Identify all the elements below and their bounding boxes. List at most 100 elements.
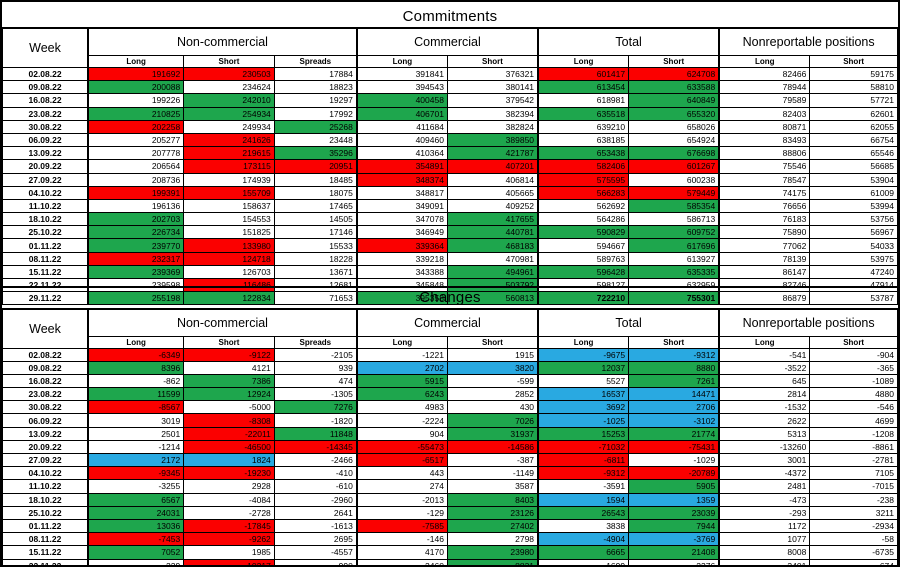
value-cell: 5915 <box>355 373 448 389</box>
week-cell: 15.11.22 <box>2 545 89 560</box>
table-row: 25.10.22 226734 151825 17146 346949 440781 590… <box>2 225 898 240</box>
value-cell: 2706 <box>628 400 720 415</box>
table-row: 13.09.22 2501 -22011 11848 904 31937 15253 2177… <box>2 426 898 441</box>
table-row: 04.10.22 199391 155709 18075 348817 405665 566… <box>2 185 898 200</box>
value-cell: 346949 <box>355 225 448 240</box>
value-cell: 632959 <box>628 277 720 293</box>
week-cell: 02.08.22 <box>2 66 89 82</box>
value-cell: 241626 <box>183 132 275 148</box>
value-cell: 47240 <box>809 264 898 280</box>
value-cell: 3692 <box>537 400 630 415</box>
column-header: Short <box>809 335 898 349</box>
value-cell: 88806 <box>718 146 811 161</box>
column-header: Spreads <box>273 55 358 68</box>
value-cell: 83493 <box>718 132 811 148</box>
table-row: 23.08.22 11599 12924 -1305 6243 2852 16537 1447… <box>2 387 898 402</box>
value-cell: 639210 <box>537 119 630 134</box>
value-cell: 17465 <box>273 198 358 214</box>
value-cell: 5905 <box>628 479 720 494</box>
value-cell: 594667 <box>537 238 630 253</box>
value-cell: -10217 <box>183 558 275 565</box>
value-cell: 1172 <box>718 518 811 534</box>
value-cell: 564286 <box>537 212 630 227</box>
value-cell: 57721 <box>809 93 898 108</box>
value-cell: -3591 <box>537 479 630 494</box>
week-cell: 18.10.22 <box>2 492 89 507</box>
value-cell: -4904 <box>537 532 630 547</box>
table-row: 01.11.22 239770 133980 15533 339364 468183 594… <box>2 238 898 253</box>
value-cell: 349091 <box>355 198 448 214</box>
value-cell: 1699 <box>537 558 630 565</box>
value-cell: 27402 <box>446 518 539 534</box>
changes-table: Week Non-commercial Commercial Total Nonrepo… <box>2 308 898 565</box>
value-cell: 23126 <box>446 505 539 520</box>
value-cell: 234624 <box>183 80 275 95</box>
week-cell: 02.08.22 <box>2 347 89 362</box>
table-row: 09.08.22 200088 234624 18823 394543 380141 613… <box>2 80 898 95</box>
value-cell: 155709 <box>183 185 275 200</box>
value-cell: 18075 <box>273 185 358 200</box>
value-cell: -1025 <box>537 413 630 428</box>
value-cell: -19230 <box>183 466 275 481</box>
value-cell: 635518 <box>537 106 630 121</box>
week-cell: 25.10.22 <box>2 505 89 520</box>
value-cell: 406701 <box>355 106 448 121</box>
value-cell: 653438 <box>537 146 630 161</box>
value-cell: 21774 <box>628 426 720 441</box>
week-cell: 11.10.22 <box>2 198 89 214</box>
week-cell: 25.10.22 <box>2 225 89 240</box>
value-cell: -2781 <box>809 452 898 468</box>
value-cell: 645 <box>718 373 811 389</box>
value-cell: 2814 <box>718 387 811 402</box>
value-cell: -7453 <box>87 532 185 547</box>
value-cell: 376321 <box>446 66 539 82</box>
value-cell: -8308 <box>183 413 275 428</box>
value-cell: -3522 <box>718 360 811 375</box>
value-cell: -904 <box>809 347 898 362</box>
value-cell: 589763 <box>537 251 630 266</box>
value-cell: 133980 <box>183 238 275 253</box>
value-cell: -1208 <box>809 426 898 441</box>
value-cell: 12681 <box>273 277 358 293</box>
value-cell: 658026 <box>628 119 720 134</box>
value-cell: 229 <box>87 558 185 565</box>
changes-section: Changes Week Non-commercial Commercial Tota… <box>2 285 898 565</box>
value-cell: -2013 <box>355 492 448 507</box>
value-cell: -2466 <box>273 452 358 468</box>
table-row: 11.10.22 196136 158637 17465 349091 409252 562… <box>2 198 898 214</box>
value-cell: 202258 <box>87 119 185 134</box>
value-cell: 56685 <box>809 159 898 174</box>
group-header: Total <box>537 308 720 337</box>
value-cell: -2960 <box>273 492 358 507</box>
table-row: 29.11.22 255198 122834 71653 395358 560813 722… <box>2 291 898 306</box>
value-cell: 82403 <box>718 106 811 121</box>
value-cell: 8831 <box>446 558 539 565</box>
value-cell: 242010 <box>183 93 275 108</box>
week-cell: 08.11.22 <box>2 251 89 266</box>
value-cell: 18485 <box>273 172 358 187</box>
value-cell: 1359 <box>628 492 720 507</box>
value-cell: 31937 <box>446 426 539 441</box>
week-column-header: Week <box>2 308 89 349</box>
table-row: 06.09.22 205277 241626 23448 409460 389850 638… <box>2 132 898 148</box>
value-cell: 78547 <box>718 172 811 187</box>
value-cell: 126703 <box>183 264 275 280</box>
value-cell: 3838 <box>537 518 630 534</box>
value-cell: 76183 <box>718 212 811 227</box>
value-cell: 53975 <box>809 251 898 266</box>
value-cell: 582406 <box>537 159 630 174</box>
value-cell: 470981 <box>446 251 539 266</box>
value-cell: 405665 <box>446 185 539 200</box>
table-row: 08.11.22 232317 124718 18228 339218 470981 589… <box>2 251 898 266</box>
week-cell: 11.10.22 <box>2 479 89 494</box>
value-cell: 200088 <box>87 80 185 95</box>
value-cell: 939 <box>273 360 358 375</box>
week-cell: 04.10.22 <box>2 466 89 481</box>
value-cell: 25268 <box>273 119 358 134</box>
value-cell: 59175 <box>809 66 898 82</box>
value-cell: 6665 <box>537 545 630 560</box>
value-cell: 82466 <box>718 66 811 82</box>
table-row: 18.10.22 6567 -4084 -2960 -2013 8403 1594 1359-… <box>2 492 898 507</box>
value-cell: 17884 <box>273 66 358 82</box>
value-cell: 19297 <box>273 93 358 108</box>
